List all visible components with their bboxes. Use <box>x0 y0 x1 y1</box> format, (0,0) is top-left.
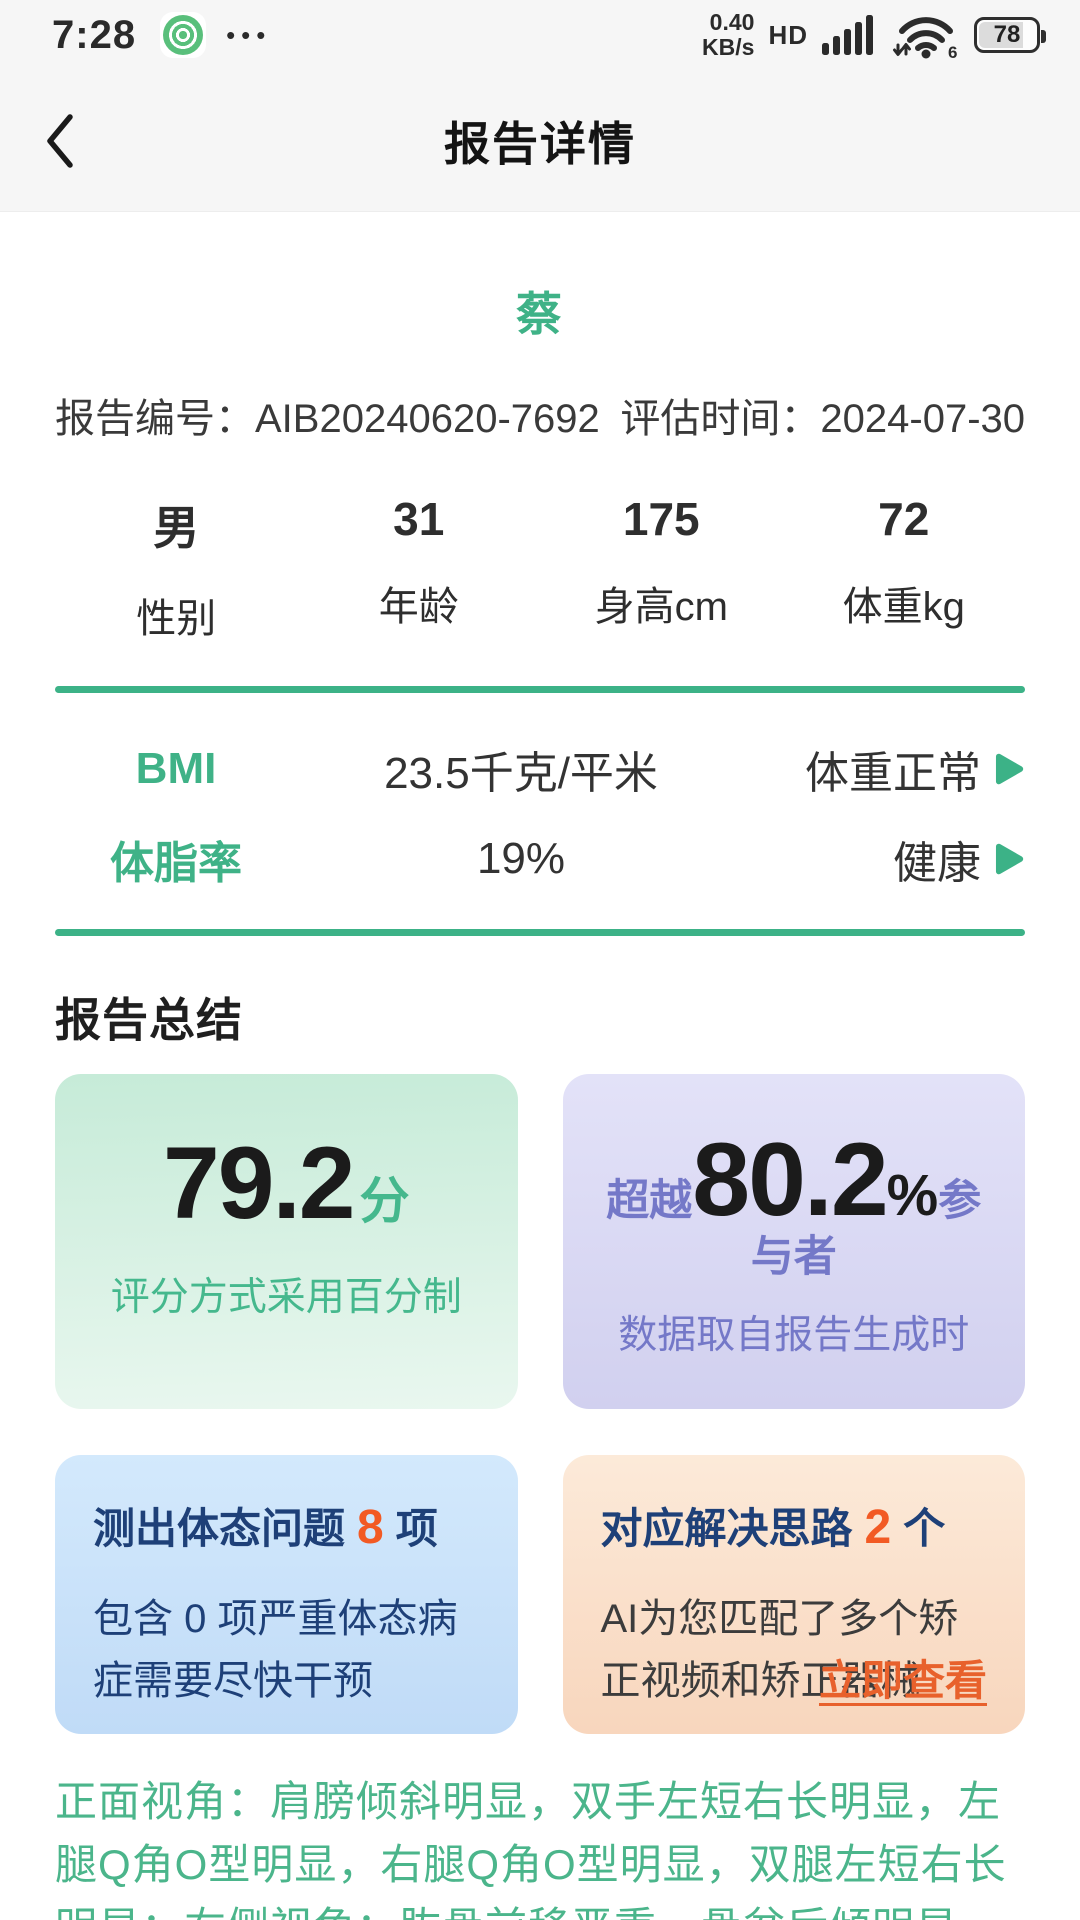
stat-weight: 72 体重kg <box>783 492 1026 644</box>
report-number-value: AIB20240620-7692 <box>255 397 600 441</box>
wifi-generation-label: 6 <box>948 43 957 59</box>
basic-stats-row: 男 性别 31 年龄 175 身高cm 72 体重kg <box>55 492 1025 644</box>
solutions-title-pre: 对应解决思路 <box>600 1505 853 1552</box>
wifi-6-icon: 6 <box>893 17 957 59</box>
issues-title: 测出体态问题 8 项 <box>93 1495 480 1556</box>
percentile-card: 超越80.2%参与者 数据取自报告生成时 <box>562 1074 1025 1409</box>
metric-name: 体脂率 <box>110 839 242 888</box>
summary-section-title: 报告总结 <box>55 994 243 1046</box>
status-bar: 7:28 ••• 0.40 KB/s HD <box>0 0 1080 70</box>
body-fat-row: 体脂率 19% 健康 <box>55 827 1025 891</box>
body-fat-status-link[interactable]: 健康 <box>745 827 1025 891</box>
metric-status-text: 体重正常 <box>805 749 981 798</box>
findings-paragraph: 正面视角：肩膀倾斜明显，双手左短右长明显，左腿Q角O型明显，右腿Q角O型明显，双… <box>55 1778 1007 1920</box>
score-unit: 分 <box>359 1173 410 1229</box>
report-meta-row: 报告编号：AIB20240620-7692 评估时间：2024-07-30 <box>55 386 1025 444</box>
network-speed-unit: KB/s <box>702 34 755 60</box>
signal-strength-icon <box>822 15 873 55</box>
score-caption: 评分方式采用百分制 <box>110 1276 462 1319</box>
evaluation-time: 评估时间：2024-07-30 <box>620 386 1025 444</box>
stat-value: 72 <box>878 493 930 545</box>
posture-issues-card: 测出体态问题 8 项 包含 0 项严重体态病症需要尽快干预 <box>55 1455 518 1734</box>
report-content: 蔡 报告编号：AIB20240620-7692 评估时间：2024-07-30 … <box>0 278 1080 1920</box>
clock: 7:28 <box>52 12 137 57</box>
stat-label: 身高cm <box>594 585 728 629</box>
solutions-body: AI为您匹配了多个矫正视频和矫正器械 <box>600 1597 959 1703</box>
issues-count: 8 <box>357 1501 384 1554</box>
issues-title-pre: 测出体态问题 <box>93 1505 346 1552</box>
issues-title-post: 项 <box>395 1505 438 1552</box>
percentile-line: 超越80.2%参与者 <box>589 1125 1000 1282</box>
play-triangle-icon <box>995 753 1024 785</box>
report-number-label: 报告编号： <box>55 397 255 441</box>
app-bar: 报告详情 <box>0 70 1080 212</box>
bmi-row: BMI 23.5千克/平米 体重正常 <box>55 737 1025 801</box>
metric-name: BMI <box>135 744 217 793</box>
back-button[interactable] <box>44 112 76 170</box>
percent-sign: % <box>886 1163 939 1228</box>
stat-value: 175 <box>622 493 700 545</box>
percentile-value: 80.2 <box>692 1122 888 1238</box>
summary-cards: 79.2 分 评分方式采用百分制 超越80.2%参与者 数据取自报告生成时 测出体… <box>55 1074 1025 1734</box>
green-divider-top <box>55 686 1025 693</box>
stat-label: 体重kg <box>842 585 965 629</box>
chevron-left-icon <box>47 113 73 168</box>
bmi-status-link[interactable]: 体重正常 <box>745 737 1025 801</box>
percentile-caption: 数据取自报告生成时 <box>618 1314 970 1358</box>
battery-fill <box>979 22 1024 48</box>
patient-name: 蔡 <box>516 288 564 340</box>
battery-percent: 78 <box>993 21 1021 48</box>
stat-value: 男 <box>153 502 200 554</box>
evaluation-time-label: 评估时间： <box>620 397 821 441</box>
metric-value: 23.5千克/平米 <box>384 749 658 798</box>
stat-age: 31 年龄 <box>298 492 541 644</box>
stat-gender: 男 性别 <box>55 492 298 644</box>
metric-value: 19% <box>476 834 566 883</box>
network-speed: 0.40 KB/s <box>702 10 754 60</box>
report-number: 报告编号：AIB20240620-7692 <box>55 386 600 444</box>
page-title: 报告详情 <box>444 117 636 170</box>
green-divider-bottom <box>55 929 1025 936</box>
issues-body: 包含 0 项严重体态病症需要尽快干预 <box>93 1597 458 1703</box>
solutions-count: 2 <box>864 1501 892 1554</box>
status-indicators: 0.40 KB/s HD 6 78 <box>702 10 1046 60</box>
network-speed-value: 0.40 <box>709 9 755 36</box>
solutions-title: 对应解决思路 2 个 <box>601 1495 988 1556</box>
battery-icon: 78 <box>974 17 1046 53</box>
percentile-suffix: 参与者 <box>750 1177 982 1282</box>
more-notifications-icon: ••• <box>226 20 272 50</box>
metric-status-text: 健康 <box>893 839 981 888</box>
view-now-link[interactable]: 立即查看 <box>818 1657 987 1704</box>
score-value: 79.2 <box>162 1126 356 1240</box>
stat-label: 年龄 <box>378 585 459 629</box>
solutions-card: 对应解决思路 2 个 AI为您匹配了多个矫正视频和矫正器械 立即查看 <box>562 1455 1025 1734</box>
score-line: 79.2 分 <box>55 1132 518 1234</box>
score-card: 79.2 分 评分方式采用百分制 <box>55 1074 518 1409</box>
notification-app-icon <box>160 12 207 58</box>
stat-value: 31 <box>393 493 445 545</box>
percentile-prefix: 超越 <box>606 1177 693 1225</box>
stat-label: 性别 <box>136 597 217 641</box>
stat-height: 175 身高cm <box>540 492 783 644</box>
solutions-title-post: 个 <box>903 1505 946 1552</box>
concentric-rings-icon <box>163 15 204 55</box>
play-triangle-icon <box>995 843 1024 875</box>
evaluation-time-value: 2024-07-30 <box>820 397 1025 441</box>
hd-indicator: HD <box>768 19 808 50</box>
